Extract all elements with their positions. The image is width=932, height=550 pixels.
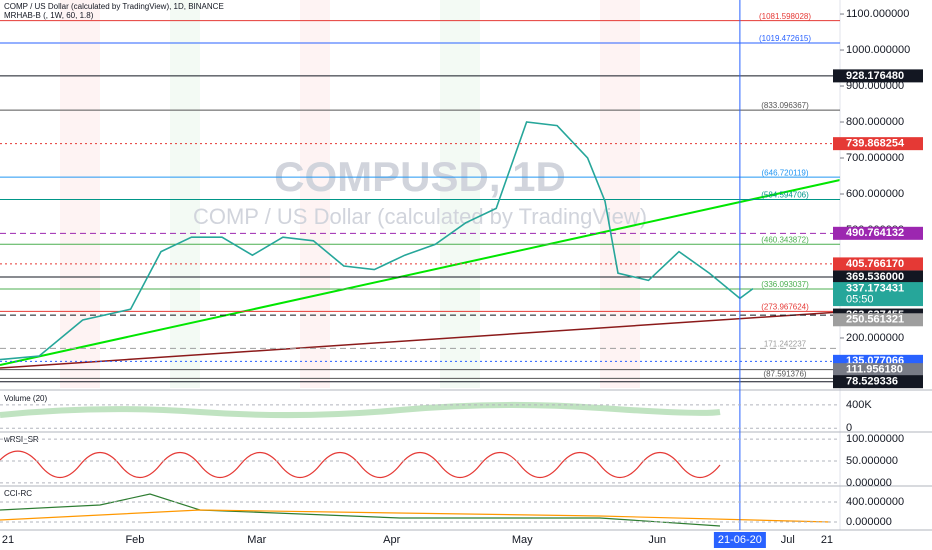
- pane-tick-label: 0.000000: [846, 516, 892, 528]
- level-label: (336.093037): [761, 280, 809, 289]
- price-tag: [833, 282, 923, 307]
- price-tag: [833, 257, 923, 271]
- price-tag-label: 250.561321: [846, 314, 904, 326]
- price-tag-label: 405.766170: [846, 258, 904, 270]
- price-tag: [833, 313, 923, 327]
- cci-signal: [0, 509, 831, 523]
- time-tick-label: Jun: [648, 534, 666, 546]
- price-tag: [833, 69, 923, 83]
- price-tag-label: 490.764132: [846, 227, 904, 239]
- price-tick-label: 1000.000000: [846, 44, 910, 56]
- price-tag-label: 337.173431: [846, 283, 904, 295]
- pane-tick-label: 0.000000: [846, 477, 892, 489]
- price-tag-label: 928.176480: [846, 70, 904, 82]
- cursor-tag: [713, 532, 766, 548]
- level-label: (584.594706): [761, 191, 809, 200]
- cursor-label: 21-06-20: [718, 534, 762, 546]
- price-tick-label: 800.000000: [846, 116, 904, 128]
- price-tag: [833, 137, 923, 151]
- price-tick-label: 700.000000: [846, 152, 904, 164]
- header-title: COMP / US Dollar (calculated by TradingV…: [4, 2, 224, 11]
- watermark-description: COMP / US Dollar (calculated by TradingV…: [193, 204, 647, 229]
- price-tag: [833, 226, 923, 240]
- level-label: (1019.472615): [759, 34, 811, 43]
- price-tag: [833, 270, 923, 284]
- level-label: 171.242237: [764, 339, 807, 348]
- price-tick-label: 1100.000000: [846, 8, 909, 20]
- price-tag-label: 739.868254: [846, 138, 905, 150]
- price-tag-label: 369.536000: [846, 271, 904, 283]
- vertical-bands: [60, 0, 640, 388]
- pane-tick-label: 0: [846, 422, 852, 434]
- time-tick-label: Jul: [781, 534, 795, 546]
- pane-label: CCI-RC: [4, 489, 32, 498]
- level-label: (1081.598028): [759, 12, 811, 21]
- price-tag: [833, 375, 923, 389]
- time-tick-label: 21: [2, 534, 14, 546]
- pane-tick-label: 400.000000: [846, 496, 904, 508]
- level-label: (460.343872): [761, 235, 809, 244]
- price-tag: [833, 363, 923, 377]
- price-tag-label: 78.529336: [846, 376, 898, 388]
- rsi-wave: [0, 450, 721, 479]
- volume-band: [0, 401, 721, 419]
- time-tick-label: Apr: [383, 534, 400, 546]
- time-tick-label: 21: [821, 534, 833, 546]
- pane-tick-label: 100.000000: [846, 433, 904, 445]
- trend-line: [0, 311, 841, 369]
- price-tag-label: 111.956180: [846, 364, 903, 376]
- time-tick-label: Mar: [247, 534, 266, 546]
- pane-label: Volume (20): [4, 394, 47, 403]
- pane-tick-label: 50.000000: [846, 455, 898, 467]
- level-label: (87.591376): [763, 370, 806, 379]
- trend-line: [0, 179, 841, 366]
- header-indicator: MRHAB-B (, 1W, 60, 1.8): [4, 11, 94, 20]
- price-tick-label: 200.000000: [846, 332, 904, 344]
- time-tick-label: Feb: [125, 534, 144, 546]
- price-tick-label: 900.000000: [846, 80, 904, 92]
- watermark-symbol: COMPUSD, 1D: [274, 153, 566, 200]
- level-label: (833.096367): [761, 101, 809, 110]
- price-tag-countdown: 05:50: [846, 294, 874, 306]
- time-tick-label: May: [512, 534, 533, 546]
- level-label: (273.967624): [761, 302, 809, 311]
- pane-tick-label: 400K: [846, 399, 872, 411]
- price-line: [0, 121, 754, 361]
- level-label: (646.720119): [762, 168, 809, 177]
- price-tick-label: 600.000000: [846, 188, 904, 200]
